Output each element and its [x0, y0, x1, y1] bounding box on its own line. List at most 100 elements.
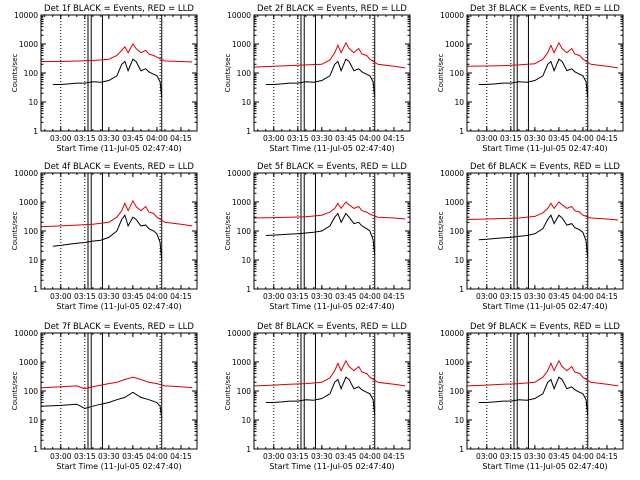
- x-tick-label: 03:15: [74, 452, 96, 461]
- y-tick-label: 100: [450, 69, 465, 78]
- panel-title: Det 5f BLACK = Events, RED = LLD: [257, 162, 407, 172]
- x-tick-label: 03:00: [50, 134, 72, 143]
- events-series-line: [41, 391, 163, 418]
- events-series-line: [478, 214, 589, 258]
- x-tick-label: 04:00: [146, 452, 168, 461]
- y-axis-label: Counts/sec: [437, 54, 445, 93]
- lld-series-line: [254, 359, 406, 387]
- y-tick-label: 10000: [14, 11, 38, 20]
- panel-title: Det 3f BLACK = Events, RED = LLD: [470, 4, 620, 14]
- y-tick-label: 1000: [232, 198, 251, 207]
- y-tick-label: 10: [28, 98, 38, 107]
- x-tick-label: 03:45: [548, 452, 570, 461]
- events-series-line: [265, 58, 376, 97]
- events-series-line: [478, 376, 589, 415]
- x-axis-label: Start Time (11-Jul-05 02:47:40): [56, 144, 181, 153]
- x-tick-label: 03:30: [524, 292, 546, 301]
- events-series-line: [265, 376, 376, 415]
- x-tick-label: 03:00: [263, 292, 285, 301]
- y-axis-label: Counts/sec: [437, 372, 445, 411]
- x-tick-label: 03:45: [122, 452, 144, 461]
- panel-title: Det 4f BLACK = Events, RED = LLD: [44, 162, 194, 172]
- x-tick-label: 03:15: [74, 134, 96, 143]
- x-tick-label: 04:15: [170, 292, 192, 301]
- y-tick-label: 100: [24, 227, 39, 236]
- lld-series-line: [41, 199, 193, 228]
- y-tick-label: 10000: [440, 169, 464, 178]
- events-series-line: [265, 212, 376, 255]
- y-tick-label: 1000: [19, 40, 38, 49]
- y-tick-label: 10000: [440, 329, 464, 338]
- y-tick-label: 1: [459, 445, 464, 454]
- events-series-line: [52, 58, 163, 97]
- y-tick-label: 10: [454, 416, 464, 425]
- y-tick-label: 10: [241, 416, 251, 425]
- plot-frame: [466, 172, 624, 290]
- events-series-line: [52, 214, 163, 261]
- x-tick-label: 03:15: [74, 292, 96, 301]
- y-tick-label: 100: [24, 387, 39, 396]
- x-tick-label: 04:15: [383, 134, 405, 143]
- panel-title: Det 1f BLACK = Events, RED = LLD: [44, 4, 194, 14]
- lld-series-line: [254, 41, 406, 69]
- y-tick-label: 1: [246, 445, 251, 454]
- x-tick-label: 04:00: [572, 452, 594, 461]
- x-tick-label: 03:30: [311, 134, 333, 143]
- x-tick-label: 04:15: [170, 134, 192, 143]
- y-tick-label: 10000: [227, 329, 251, 338]
- x-tick-label: 03:30: [524, 134, 546, 143]
- y-tick-label: 10: [241, 98, 251, 107]
- plot-frame: [253, 172, 411, 290]
- x-tick-label: 04:15: [383, 292, 405, 301]
- x-tick-label: 03:30: [98, 134, 120, 143]
- x-tick-label: 04:00: [572, 292, 594, 301]
- x-tick-label: 03:45: [335, 292, 357, 301]
- y-tick-label: 10: [28, 256, 38, 265]
- x-tick-label: 03:15: [287, 292, 309, 301]
- x-axis-label: Start Time (11-Jul-05 02:47:40): [56, 462, 181, 471]
- y-tick-label: 1: [246, 285, 251, 294]
- y-axis-label: Counts/sec: [224, 54, 232, 93]
- plot-frame: [253, 14, 411, 132]
- x-tick-label: 03:30: [311, 452, 333, 461]
- y-axis-label: Counts/sec: [11, 54, 19, 93]
- plot-frame: [466, 332, 624, 450]
- x-tick-label: 04:15: [596, 292, 618, 301]
- y-tick-label: 1: [33, 285, 38, 294]
- panel-title: Det 8f BLACK = Events, RED = LLD: [257, 322, 407, 332]
- lld-series-line: [41, 376, 193, 390]
- y-axis-label: Counts/sec: [11, 212, 19, 251]
- lld-series-line: [41, 43, 193, 63]
- x-tick-label: 03:45: [335, 134, 357, 143]
- y-tick-label: 10000: [227, 11, 251, 20]
- y-tick-label: 100: [237, 227, 252, 236]
- lld-series-line: [254, 201, 406, 220]
- x-tick-label: 04:15: [383, 452, 405, 461]
- events-series-line: [478, 58, 589, 97]
- x-axis-label: Start Time (11-Jul-05 02:47:40): [269, 462, 394, 471]
- x-tick-label: 03:45: [122, 134, 144, 143]
- plot-frame: [40, 172, 198, 290]
- y-tick-label: 1000: [232, 358, 251, 367]
- x-tick-label: 04:00: [146, 134, 168, 143]
- y-tick-label: 100: [450, 387, 465, 396]
- plot-frame: [40, 14, 198, 132]
- panel-title: Det 9f BLACK = Events, RED = LLD: [470, 322, 620, 332]
- lld-series-line: [467, 359, 619, 387]
- y-axis-label: Counts/sec: [224, 212, 232, 251]
- plot-frame: [466, 14, 624, 132]
- y-axis-label: Counts/sec: [11, 372, 19, 411]
- y-tick-label: 1: [33, 127, 38, 136]
- x-axis-label: Start Time (11-Jul-05 02:47:40): [269, 144, 394, 153]
- y-tick-label: 10: [454, 98, 464, 107]
- y-tick-label: 10000: [227, 169, 251, 178]
- x-tick-label: 03:15: [500, 452, 522, 461]
- x-axis-label: Start Time (11-Jul-05 02:47:40): [482, 144, 607, 153]
- panel-title: Det 7f BLACK = Events, RED = LLD: [44, 322, 194, 332]
- y-tick-label: 1000: [445, 198, 464, 207]
- x-tick-label: 03:15: [287, 452, 309, 461]
- y-axis-label: Counts/sec: [224, 372, 232, 411]
- x-axis-label: Start Time (11-Jul-05 02:47:40): [269, 302, 394, 311]
- x-tick-label: 03:00: [263, 134, 285, 143]
